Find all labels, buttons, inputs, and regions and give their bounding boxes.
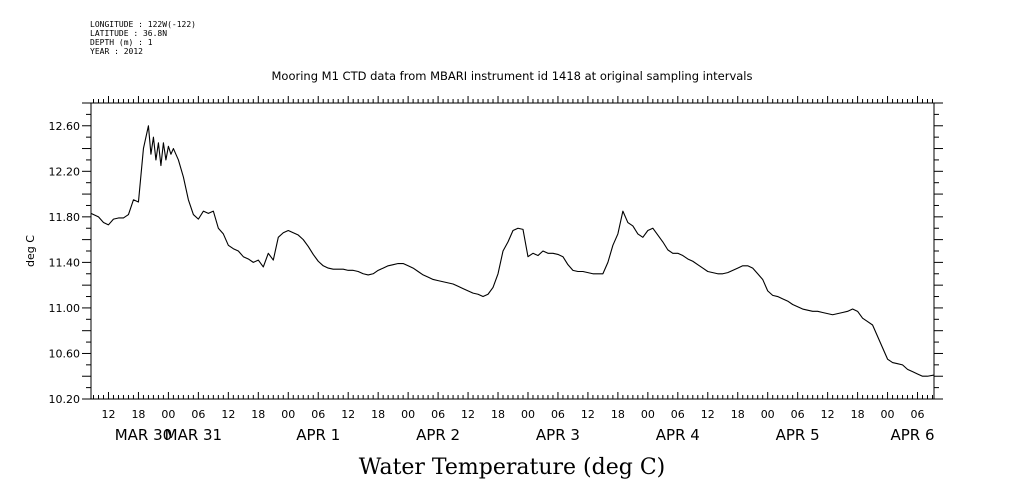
x-hour-label: 18 (851, 408, 865, 421)
y-tick-label: 12.60 (49, 120, 81, 133)
x-date-label: MAR 30 (115, 426, 172, 444)
y-tick-label: 11.80 (49, 211, 81, 224)
x-hour-label: 12 (821, 408, 835, 421)
meta-depth: DEPTH (m) : 1 (90, 38, 153, 47)
x-date-label: MAR 31 (165, 426, 222, 444)
x-hour-label: 00 (161, 408, 175, 421)
meta-latitude: LATITUDE : 36.8N (90, 29, 168, 38)
x-date-label: APR 1 (296, 426, 340, 444)
x-hour-label: 06 (551, 408, 565, 421)
x-hour-label: 18 (491, 408, 505, 421)
x-hour-label: 12 (101, 408, 115, 421)
y-axis-label: deg C (24, 235, 37, 267)
x-hour-label: 06 (191, 408, 205, 421)
x-hour-label: 12 (581, 408, 595, 421)
x-hour-label: 06 (671, 408, 685, 421)
meta-longitude: LONGITUDE : 122W(-122) (90, 20, 196, 29)
x-date-label: APR 2 (416, 426, 460, 444)
x-date-label: APR 4 (656, 426, 700, 444)
x-hour-label: 12 (341, 408, 355, 421)
metadata-block: LONGITUDE : 122W(-122) LATITUDE : 36.8N … (90, 20, 196, 56)
plot-frame (90, 102, 935, 400)
x-date-label: APR 6 (891, 426, 935, 444)
y-tick-label: 11.00 (49, 302, 81, 315)
x-hour-label: 00 (401, 408, 415, 421)
x-date-label: APR 5 (776, 426, 820, 444)
temperature-series-line (90, 125, 935, 377)
y-tick-label: 10.20 (49, 393, 81, 406)
x-hour-label: 18 (131, 408, 145, 421)
x-hour-label: 18 (731, 408, 745, 421)
x-hour-label: 00 (281, 408, 295, 421)
x-hour-label: 00 (521, 408, 535, 421)
x-hour-label: 12 (701, 408, 715, 421)
y-tick-label: 10.60 (49, 347, 81, 360)
x-hour-label: 06 (431, 408, 445, 421)
x-hour-label: 00 (761, 408, 775, 421)
y-tick-label: 11.40 (49, 256, 81, 269)
x-hour-label: 18 (251, 408, 265, 421)
x-hour-label: 12 (221, 408, 235, 421)
x-hour-label: 06 (311, 408, 325, 421)
x-hour-label: 12 (461, 408, 475, 421)
x-hour-label: 06 (911, 408, 925, 421)
x-hour-label: 18 (611, 408, 625, 421)
x-hour-label: 06 (791, 408, 805, 421)
y-tick-label: 12.20 (49, 165, 81, 178)
x-hour-label: 00 (881, 408, 895, 421)
x-hour-label: 18 (371, 408, 385, 421)
x-hour-label: 00 (641, 408, 655, 421)
meta-year: YEAR : 2012 (90, 47, 143, 56)
x-axis-title: Water Temperature (deg C) (359, 455, 666, 480)
chart-title: Mooring M1 CTD data from MBARI instrumen… (272, 69, 753, 83)
x-date-label: APR 3 (536, 426, 580, 444)
